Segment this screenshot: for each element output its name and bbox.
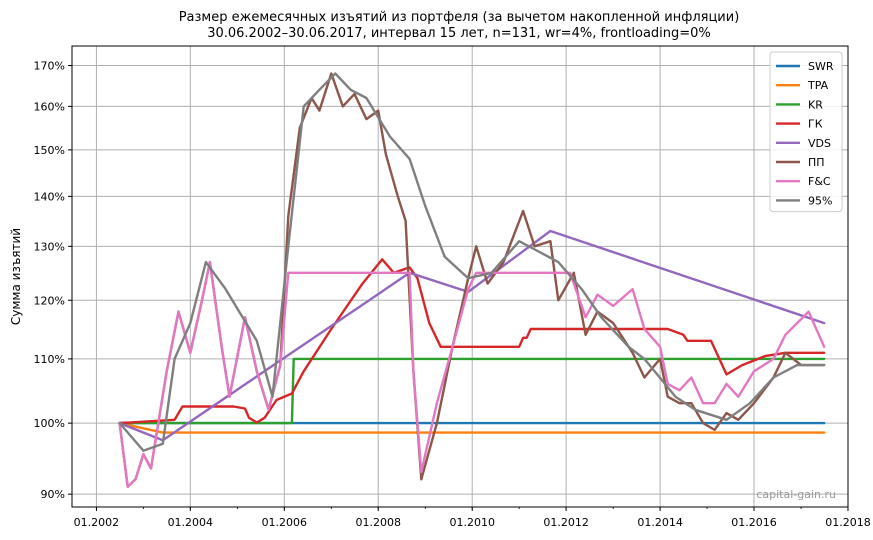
y-tick-label: 150% [34,144,65,157]
plot-frame [71,45,849,508]
y-tick-label: 120% [34,294,65,307]
grid-layer [72,46,849,507]
x-tick-label: 01.2014 [637,516,683,529]
y-tick-label: 100% [34,417,65,430]
series-layer [118,72,826,488]
legend-label: ПП [808,156,825,169]
legend-item: 95% [776,194,832,207]
legend-label: 95% [808,194,832,207]
watermark: capital-gain.ru [756,488,836,501]
chart-title: Размер ежемесячных изъятий из портфеля (… [179,10,740,25]
x-tick-label: 01.2006 [262,516,308,529]
y-tick-label: 90% [41,488,65,501]
y-axis-label: Сумма изъятий [9,228,23,325]
x-tick-label: 01.2018 [825,516,871,529]
legend-label: F&C [808,175,831,188]
series-line [118,72,826,452]
x-tick-label: 01.2002 [74,516,120,529]
legend-item: KR [776,98,823,111]
series-line [118,258,826,425]
x-tick-label: 01.2004 [168,516,214,529]
y-tick-label: 170% [34,60,65,73]
legend: SWR TPA KR ГК VDS ПП F&C 95% [769,51,843,213]
legend-item: TPA [776,79,829,92]
y-tick-label: 130% [34,240,65,253]
legend-label: SWR [808,60,834,73]
legend-item: ГК [776,118,823,131]
legend-item: F&C [776,175,831,188]
series-line [118,421,826,434]
y-tick-label: 160% [34,100,65,113]
legend-label: ГК [808,118,823,131]
legend-item: SWR [776,60,834,73]
legend-label: KR [808,98,823,111]
legend-item: ПП [776,156,825,169]
axes-layer: 01.2002 01.2004 01.2006 01.2008 01.2010 01.20… [34,45,871,529]
x-tick-label: 01.2010 [449,516,495,529]
x-tick-label: 01.2008 [355,516,401,529]
x-tick-label: 01.2012 [543,516,589,529]
y-tick-label: 140% [34,190,65,203]
x-tick-label: 01.2016 [731,516,777,529]
chart-subtitle: 30.06.2002–30.06.2017, интервал 15 лет, … [207,26,711,41]
legend-label: TPA [807,79,829,92]
y-tick-label: 110% [34,353,65,366]
legend-item: VDS [776,137,831,150]
series-line [118,260,826,488]
legend-box [769,51,843,213]
legend-label: VDS [808,137,831,150]
